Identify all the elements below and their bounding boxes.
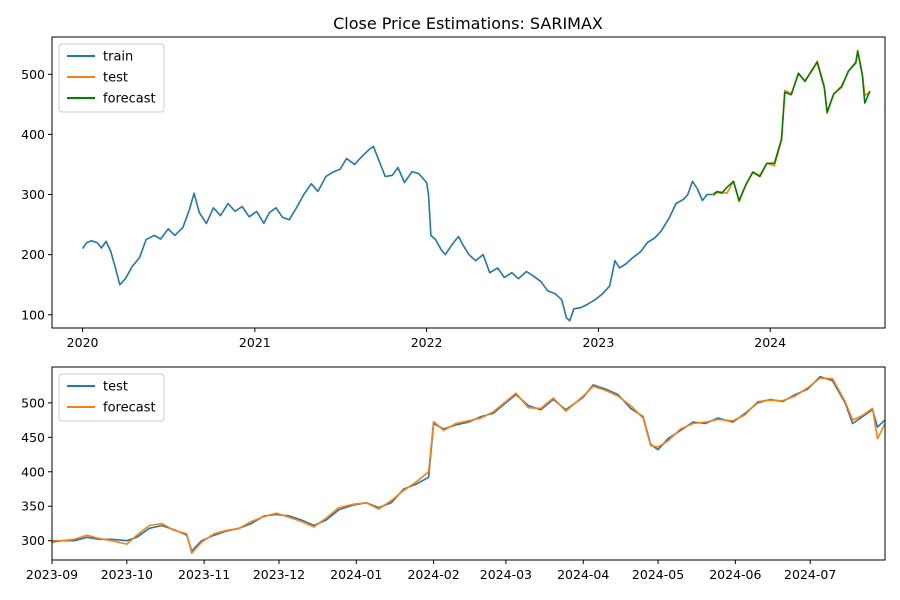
bottom-chart-y-tick-label: 500 bbox=[21, 395, 45, 410]
top-chart-series-train-line bbox=[81, 145, 713, 322]
top-chart-x-tick-label: 2023 bbox=[582, 335, 614, 350]
bottom-chart-y-tick-label: 450 bbox=[21, 430, 45, 445]
bottom-chart-x-tick-label: 2023-10 bbox=[101, 567, 153, 582]
bottom-chart-x-tick-label: 2023-12 bbox=[253, 567, 305, 582]
top-chart-x-tick-label: 2024 bbox=[754, 335, 786, 350]
bottom-chart-x-tick-label: 2024-03 bbox=[480, 567, 532, 582]
bottom-chart-y-tick-label: 400 bbox=[21, 464, 45, 479]
bottom-chart-legend-label-test: test bbox=[103, 380, 128, 395]
bottom-chart-legend: test forecast bbox=[58, 373, 165, 422]
bottom-chart: 2023-09 2023-10 2023-11 2023-12 2024-01 2024-… bbox=[21, 366, 886, 582]
bottom-chart-x-tick-label: 2024-06 bbox=[709, 567, 761, 582]
top-chart-series-layer bbox=[81, 49, 871, 322]
bottom-chart-x-tick-label: 2024-07 bbox=[784, 567, 836, 582]
top-chart-y-tick-label: 100 bbox=[21, 307, 45, 322]
top-chart: 2020 2021 2022 2023 2024 100 200 300 400 500 tra… bbox=[21, 36, 886, 350]
bottom-chart-y-axis: 300 350 400 450 500 bbox=[21, 395, 52, 548]
top-chart-legend-label-train: train bbox=[103, 50, 133, 65]
bottom-chart-y-tick-label: 350 bbox=[21, 499, 45, 514]
top-chart-legend-label-forecast: forecast bbox=[103, 92, 156, 107]
top-chart-x-axis: 2020 2021 2022 2023 2024 bbox=[67, 328, 786, 350]
bottom-chart-x-tick-label: 2024-05 bbox=[632, 567, 684, 582]
top-chart-x-tick-label: 2022 bbox=[411, 335, 443, 350]
top-chart-series-forecast-line bbox=[712, 50, 871, 202]
top-chart-x-tick-label: 2021 bbox=[239, 335, 271, 350]
bottom-chart-x-tick-label: 2024-02 bbox=[407, 567, 459, 582]
top-chart-title: Close Price Estimations: SARIMAX bbox=[333, 14, 603, 33]
bottom-chart-x-tick-label: 2023-11 bbox=[178, 567, 230, 582]
top-chart-legend: train test forecast bbox=[58, 43, 165, 113]
top-chart-x-tick-label: 2020 bbox=[67, 335, 99, 350]
top-chart-legend-box bbox=[58, 43, 165, 113]
top-chart-frame bbox=[51, 36, 886, 329]
bottom-chart-x-tick-label: 2023-09 bbox=[26, 567, 78, 582]
bottom-chart-series-forecast-line bbox=[52, 377, 885, 554]
top-chart-y-tick-label: 200 bbox=[21, 247, 45, 262]
top-chart-y-tick-label: 400 bbox=[21, 127, 45, 142]
bottom-chart-series-layer bbox=[52, 375, 885, 554]
bottom-chart-x-axis: 2023-09 2023-10 2023-11 2023-12 2024-01 2024-… bbox=[26, 560, 836, 582]
top-chart-y-tick-label: 300 bbox=[21, 187, 45, 202]
bottom-chart-y-tick-label: 300 bbox=[21, 533, 45, 548]
bottom-chart-x-tick-label: 2024-04 bbox=[557, 567, 609, 582]
bottom-chart-x-tick-label: 2024-01 bbox=[330, 567, 382, 582]
top-chart-legend-label-test: test bbox=[103, 71, 128, 86]
top-chart-y-tick-label: 500 bbox=[21, 67, 45, 82]
top-chart-y-axis: 100 200 300 400 500 bbox=[21, 67, 52, 322]
bottom-chart-frame bbox=[51, 366, 886, 561]
bottom-chart-legend-label-forecast: forecast bbox=[103, 401, 156, 416]
